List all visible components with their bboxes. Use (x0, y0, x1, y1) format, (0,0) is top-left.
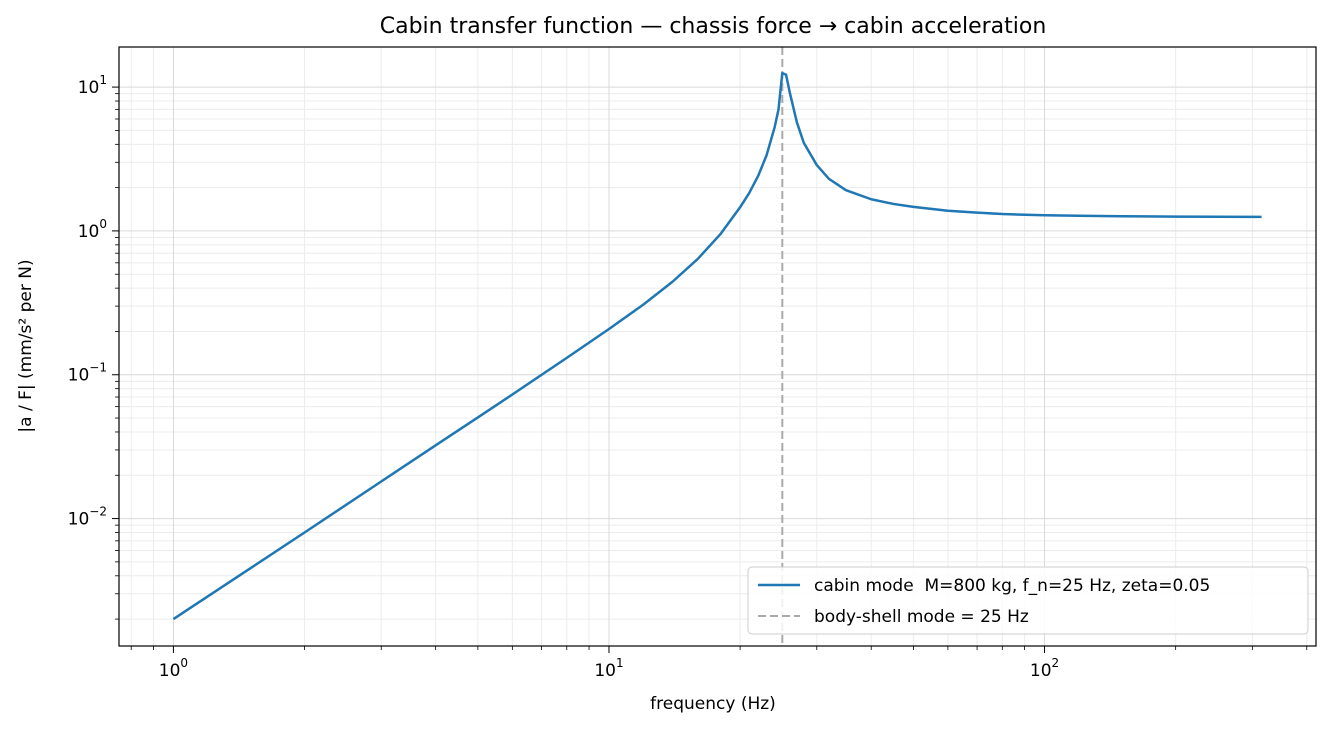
y-tick-label-base: 10 (78, 78, 100, 98)
grid-minor (119, 47, 1316, 646)
x-axis-ticks: 100 101 102 (130, 646, 1308, 681)
grid-major (119, 47, 1316, 646)
y-tick-label-exponent: 0 (99, 217, 107, 231)
y-tick-label-base: 10 (68, 510, 90, 530)
legend: cabin mode M=800 kg, f_n=25 Hz, zeta=0.0… (747, 566, 1309, 635)
x-tick-label: 102 (1030, 656, 1059, 681)
legend-label-body-shell-mode: body-shell mode = 25 Hz (814, 607, 1029, 627)
x-tick-label-exponent: 1 (616, 656, 624, 670)
y-tick-label-exponent: 1 (99, 73, 107, 87)
x-tick-label-exponent: 2 (1052, 656, 1060, 670)
x-tick-label: 101 (594, 656, 623, 681)
x-tick-label-base: 10 (594, 661, 616, 681)
cabin-mode-curve (172, 71, 1262, 621)
x-tick-label-exponent: 0 (180, 656, 188, 670)
chart-title: Cabin transfer function — chassis force … (380, 14, 1047, 39)
x-tick-label-base: 10 (1030, 661, 1052, 681)
plot-frame (118, 46, 1317, 647)
legend-box (747, 566, 1309, 635)
y-tick-label: 10−2 (68, 505, 107, 530)
y-tick-label: 101 (78, 73, 107, 98)
y-tick-label-exponent: −2 (89, 505, 107, 519)
y-tick-label-exponent: −1 (89, 361, 107, 375)
y-tick-label-base: 10 (68, 366, 90, 386)
x-axis-label: frequency (Hz) (650, 694, 776, 714)
legend-label-cabin-mode: cabin mode M=800 kg, f_n=25 Hz, zeta=0.0… (814, 576, 1210, 596)
series-layer (172, 71, 1262, 621)
y-tick-label: 10−1 (68, 361, 107, 386)
y-tick-label-base: 10 (78, 222, 100, 242)
x-tick-label-base: 10 (159, 661, 181, 681)
y-tick-label: 100 (78, 217, 107, 242)
x-tick-label: 100 (159, 656, 188, 681)
y-axis-label: |a / F| (mm/s² per N) (16, 259, 36, 432)
